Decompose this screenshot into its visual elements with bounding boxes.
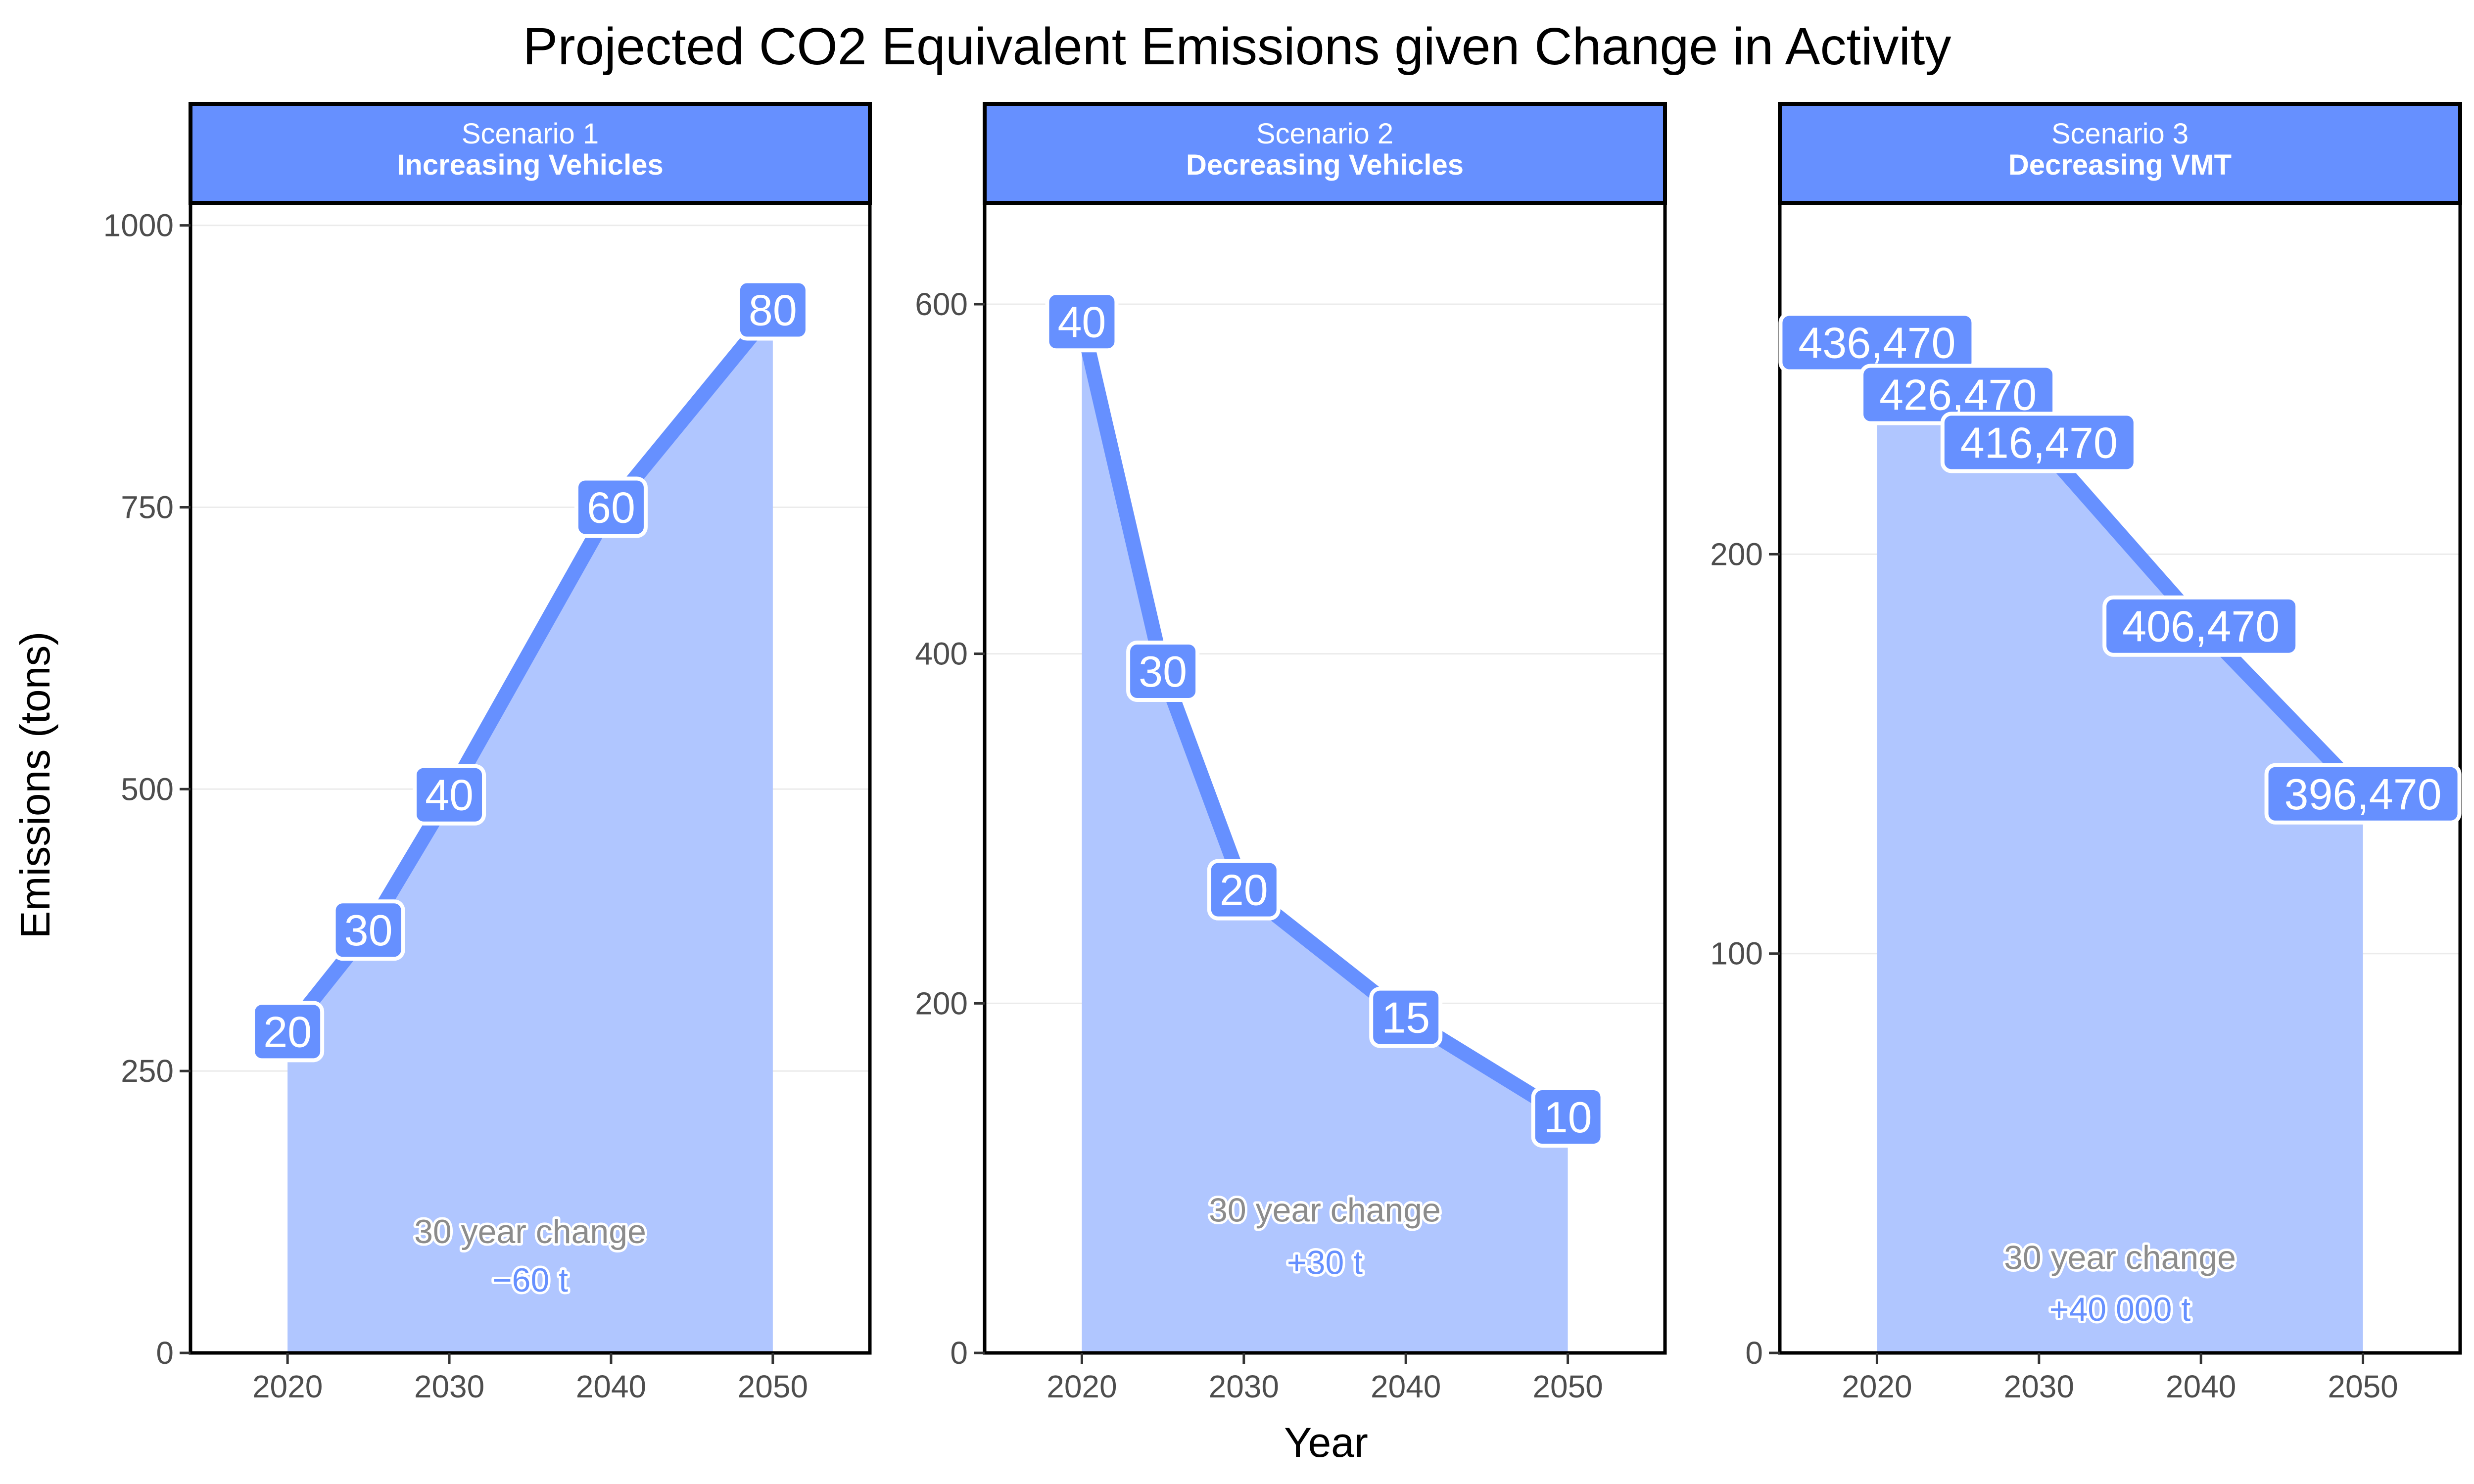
x-tick-label: 2030 [1209, 1369, 1279, 1404]
y-tick-label: 600 [915, 286, 968, 322]
x-tick-label: 2050 [738, 1369, 808, 1404]
panel-border [983, 201, 1667, 1355]
change-annotation-value: −60 t [492, 1261, 568, 1299]
point-label: 15 [1381, 993, 1430, 1042]
panel-border [189, 201, 872, 1355]
x-tick-label: 2030 [414, 1369, 484, 1404]
point-label: 80 [749, 286, 797, 335]
point-label-box [2102, 595, 2300, 657]
y-tick-label: 0 [156, 1335, 174, 1371]
y-tick-label: 1000 [103, 208, 174, 243]
point-label-box [251, 1001, 325, 1063]
change-annotation-value: +30 t [1287, 1244, 1363, 1281]
point-label: 396,470 [2284, 770, 2442, 819]
y-axis-title: Emissions (tons) [12, 632, 58, 939]
point-label: 30 [1139, 647, 1187, 696]
point-label: 40 [425, 771, 474, 820]
point-label-box [1045, 291, 1119, 353]
y-tick-label: 250 [121, 1053, 174, 1089]
point-label-box [1207, 859, 1281, 921]
y-tick-label: 200 [915, 985, 968, 1021]
x-tick-label: 2030 [2004, 1369, 2074, 1404]
point-label: 20 [263, 1007, 312, 1056]
y-tick-label: 0 [950, 1335, 968, 1371]
y-tick-label: 400 [915, 636, 968, 672]
point-label: 20 [1220, 866, 1268, 915]
point-label-box [1369, 986, 1443, 1048]
y-tick-label: 200 [1710, 536, 1763, 572]
point-label-box [736, 279, 809, 341]
y-tick-label: 100 [1710, 936, 1763, 972]
point-label: 426,470 [1879, 371, 2037, 419]
point-label-box [413, 764, 486, 826]
x-tick-label: 2020 [1842, 1369, 1912, 1404]
change-annotation-title: 30 year change [1209, 1191, 1441, 1229]
point-label-box [1126, 640, 1200, 702]
change-annotation-title: 30 year change [414, 1213, 646, 1251]
point-label: 40 [1057, 297, 1106, 346]
point-label-box [332, 899, 405, 961]
point-label-box [1531, 1086, 1605, 1148]
strip-scenario-label: Scenario 3 [2051, 118, 2189, 150]
strip-scenario-name: Decreasing VMT [2008, 149, 2232, 181]
panel-strip [189, 102, 872, 205]
point-label-box [574, 476, 648, 538]
strip-scenario-name: Increasing Vehicles [397, 149, 663, 181]
strip-scenario-label: Scenario 1 [462, 118, 599, 150]
strip-scenario-name: Decreasing Vehicles [1186, 149, 1464, 181]
x-axis-title: Year [1284, 1419, 1368, 1466]
point-label: 10 [1544, 1093, 1592, 1142]
x-tick-label: 2050 [1532, 1369, 1603, 1404]
point-label: 60 [587, 483, 635, 532]
point-label: 436,470 [1798, 319, 1955, 368]
chart-title: Projected CO2 Equivalent Emissions given… [523, 17, 1951, 76]
point-label-box [2264, 763, 2462, 825]
area-fill [1877, 342, 2363, 1353]
point-label: 406,470 [2122, 602, 2280, 651]
x-tick-label: 2040 [2166, 1369, 2236, 1404]
point-label: 30 [344, 906, 393, 955]
area-fill [287, 310, 773, 1353]
y-tick-label: 750 [121, 489, 174, 525]
y-tick-label: 500 [121, 771, 174, 807]
strip-scenario-label: Scenario 2 [1256, 118, 1393, 150]
change-annotation-title: 30 year change [2004, 1239, 2236, 1276]
area-fill [1082, 322, 1568, 1353]
point-label-box [1940, 412, 2138, 473]
x-tick-label: 2020 [1047, 1369, 1117, 1404]
x-tick-label: 2040 [1371, 1369, 1441, 1404]
x-tick-label: 2020 [252, 1369, 323, 1404]
panel-strip [1778, 102, 2462, 205]
x-tick-label: 2050 [2328, 1369, 2398, 1404]
change-annotation-value: +40 000 t [2049, 1291, 2191, 1328]
x-tick-label: 2040 [576, 1369, 646, 1404]
y-tick-label: 0 [1745, 1335, 1763, 1371]
panel-strip [983, 102, 1667, 205]
point-label: 416,470 [1960, 418, 2118, 467]
